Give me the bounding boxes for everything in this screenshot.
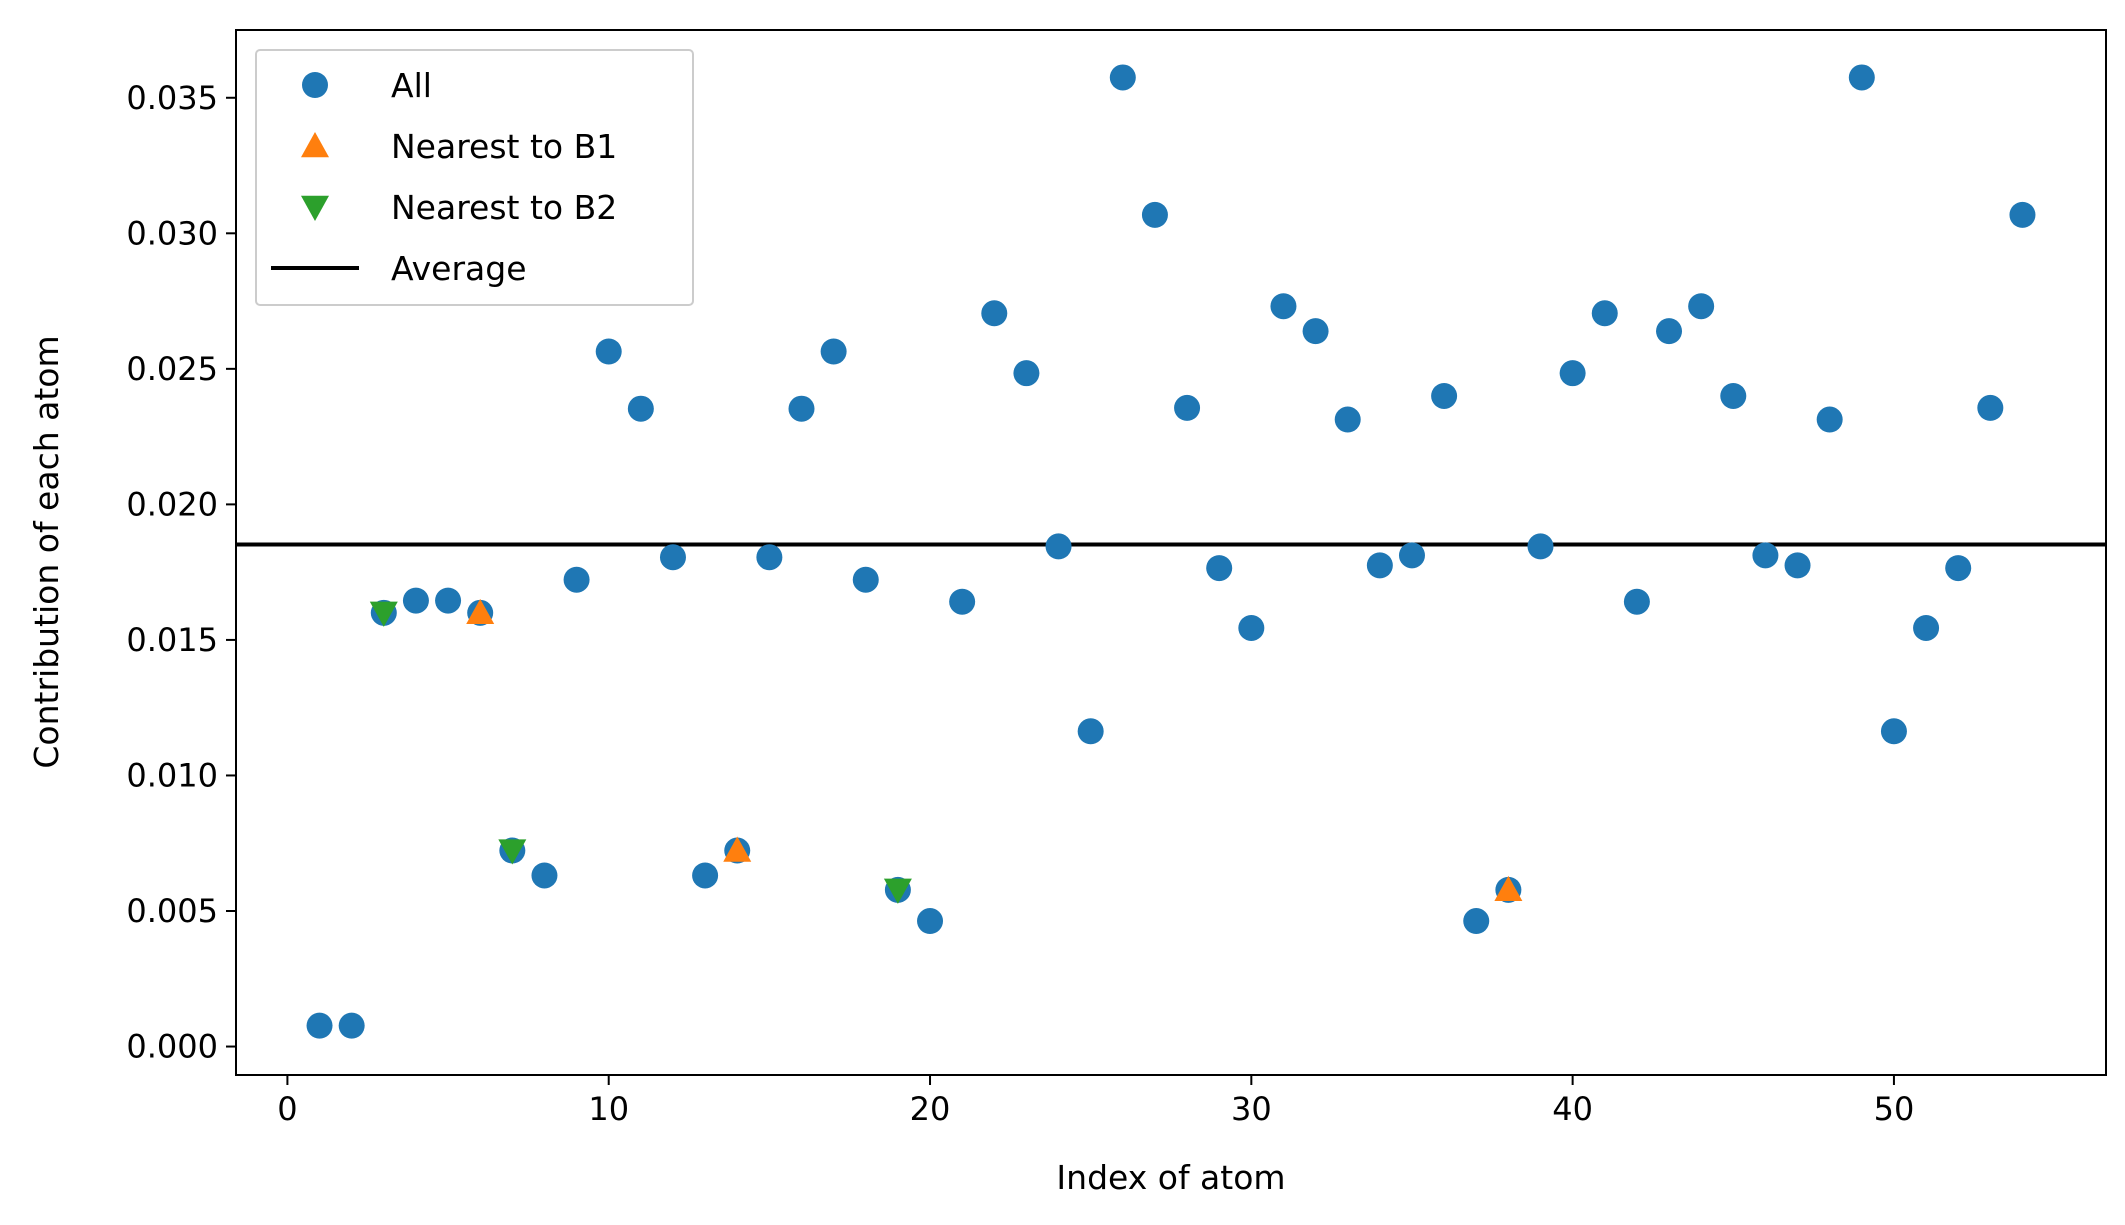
point-nearest-to-b2 [883,878,912,904]
y-tick-label: 0.000 [126,1028,218,1066]
point-all [1784,552,1811,579]
point-all [1816,406,1843,433]
y-tick-label: 0.035 [126,79,218,117]
point-all [1848,64,1875,91]
x-tick-label: 50 [1874,1090,1915,1128]
point-all [338,1012,365,1039]
point-all [1720,382,1747,409]
point-all [563,566,590,593]
point-all [1656,318,1683,345]
legend-label-average: Average [391,249,527,288]
point-all [1334,406,1361,433]
point-all [306,1012,333,1039]
point-all [1141,201,1168,228]
point-all [402,587,429,614]
y-axis-label: Contribution of each atom [27,335,66,768]
point-all [1045,533,1072,560]
legend-label-nearest-to-b1: Nearest to B1 [391,127,617,166]
x-tick-label: 20 [910,1090,951,1128]
y-tick-label: 0.010 [126,756,218,794]
x-axis: 0 10 20 30 40 50 [277,1075,1914,1128]
y-tick-label: 0.015 [126,621,218,659]
legend: All Nearest to B1 Nearest to B2 Average [255,49,694,306]
point-all [1527,533,1554,560]
point-all [692,862,719,889]
legend-label-all: All [391,66,432,105]
legend-marker-nearest-to-b2 [301,195,329,221]
point-all [1688,293,1715,320]
point-all [1174,394,1201,421]
x-axis-label: Index of atom [1056,1158,1285,1197]
point-all [949,588,976,615]
point-all [1752,542,1779,569]
point-all [1109,64,1136,91]
point-all [1302,318,1329,345]
point-all [1463,908,1490,935]
y-tick-label: 0.030 [126,214,218,252]
point-all [1977,394,2004,421]
point-nearest-to-b1 [1494,875,1523,902]
point-nearest-to-b2 [498,839,527,865]
y-tick-label: 0.005 [126,892,218,930]
point-all [1270,293,1297,320]
point-all [981,300,1008,327]
point-all [1591,300,1618,327]
point-all [1077,718,1104,745]
legend-frame [255,49,694,306]
legend-marker-nearest-to-b1 [301,132,329,158]
point-all [1623,588,1650,615]
point-all [1880,718,1907,745]
point-all [917,908,944,935]
legend-marker-all [302,72,328,98]
point-all [1431,382,1458,409]
point-all [756,544,783,571]
point-all [820,338,847,365]
point-all [1206,555,1233,582]
point-all [1398,542,1425,569]
y-axis: 0.000 0.005 0.010 0.015 0.020 0.025 0.030 0.035 [126,79,236,1066]
point-all [852,566,879,593]
point-all [435,587,462,614]
point-all [659,544,686,571]
point-all [1013,360,1040,387]
x-tick-label: 0 [277,1090,297,1128]
legend-label-nearest-to-b2: Nearest to B2 [391,188,617,227]
point-all [1945,555,1972,582]
point-all [1366,552,1393,579]
point-nearest-to-b2 [369,601,398,627]
point-all [2009,201,2036,228]
point-all [1559,360,1586,387]
point-nearest-to-b1 [723,836,752,862]
point-all [595,338,622,365]
y-tick-label: 0.025 [126,350,218,388]
x-tick-label: 40 [1552,1090,1593,1128]
point-all [1238,614,1265,641]
point-all [1913,614,1940,641]
point-all [627,395,654,422]
data-points [306,64,2036,1039]
point-all [788,395,815,422]
point-nearest-to-b1 [466,598,495,625]
point-all [531,862,558,889]
y-tick-label: 0.020 [126,485,218,523]
plot-frame [235,29,2107,1076]
x-tick-label: 10 [588,1090,629,1128]
x-tick-label: 30 [1231,1090,1272,1128]
